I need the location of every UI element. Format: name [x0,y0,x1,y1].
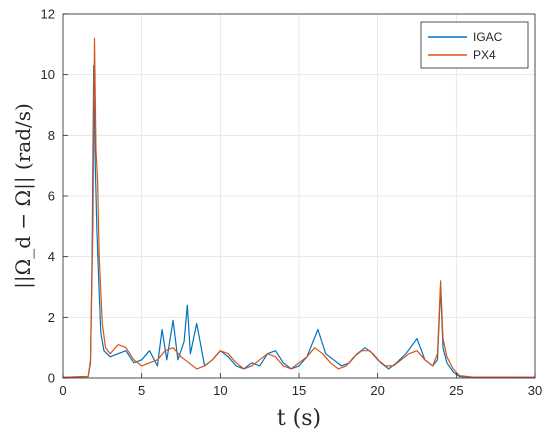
x-tick-label: 25 [449,383,463,398]
x-tick-label: 30 [528,383,542,398]
ticks [62,13,536,379]
legend-box [420,21,529,69]
series-line-igac [62,65,536,378]
legend: IGAC PX4 [420,21,529,69]
y-tick-label: 0 [48,371,55,386]
tick-labels: 0 5 10 15 20 25 30 0 2 4 6 8 10 12 [41,7,543,399]
x-tick-label: 15 [292,383,306,398]
legend-label-igac: IGAC [473,30,503,44]
x-axis-label: t (s) [277,406,321,431]
x-tick-label: 20 [370,383,384,398]
y-tick-label: 10 [41,67,55,82]
legend-label-px4: PX4 [473,48,496,62]
series-line-px4 [62,37,536,378]
x-tick-label: 10 [213,383,227,398]
y-tick-label: 2 [48,310,55,325]
x-tick-label: 5 [138,383,145,398]
series-group [62,37,536,378]
y-tick-label: 4 [48,249,55,264]
y-tick-label: 8 [48,128,55,143]
y-tick-label: 6 [48,189,55,204]
y-tick-label: 12 [41,7,55,22]
y-axis-label: ||Ω_d − Ω|| (rad/s) [11,103,36,289]
x-tick-label: 0 [59,383,66,398]
